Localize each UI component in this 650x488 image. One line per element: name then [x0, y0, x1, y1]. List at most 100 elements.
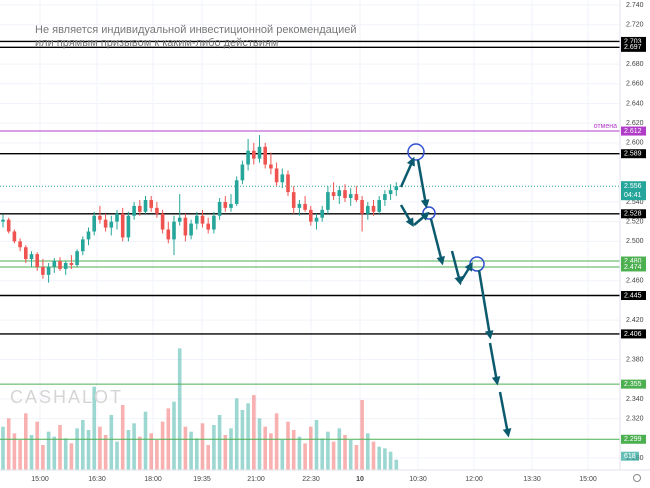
circle — [407, 143, 425, 161]
candle-body — [109, 221, 114, 228]
candle-body — [314, 217, 319, 222]
candle-body — [326, 192, 330, 210]
volume-bar — [377, 446, 381, 470]
volume-bar — [348, 440, 353, 470]
volume-bar — [149, 433, 153, 470]
candle-body — [75, 251, 79, 265]
x-tick-label: 12:00 — [465, 476, 483, 483]
arrow — [429, 218, 445, 266]
candle-body — [18, 241, 22, 248]
volume-bar — [58, 425, 62, 470]
candle-body — [257, 146, 262, 159]
volume-bar — [297, 436, 302, 470]
candle-body — [343, 190, 347, 199]
volume-bar — [75, 428, 79, 470]
volume-bar — [63, 438, 68, 470]
volume-bar — [24, 413, 28, 470]
arrow — [477, 269, 494, 340]
volume-bar — [200, 423, 205, 470]
candle-body — [1, 219, 5, 222]
volume-bar — [252, 395, 256, 470]
candle-body — [297, 203, 302, 208]
level-label: 2.703 — [624, 38, 642, 45]
volume-bar — [286, 421, 290, 470]
level-label-bg — [621, 256, 646, 266]
y-tick-label: 2.740 — [626, 2, 644, 9]
volume-bar — [120, 405, 125, 470]
y-tick-label: 2.660 — [626, 81, 644, 88]
candle-body — [115, 213, 119, 222]
candle-body — [189, 223, 193, 236]
candle-body — [103, 219, 108, 228]
volume-bar — [92, 386, 96, 470]
settings-icon[interactable] — [633, 474, 641, 482]
level-label: 2.612 — [624, 128, 642, 135]
volume-bar — [234, 398, 239, 470]
arrow — [399, 156, 415, 188]
volume-bar — [109, 415, 114, 470]
volume-bar — [160, 421, 165, 470]
volume-bar — [155, 440, 159, 470]
y-tick-label: 2.500 — [626, 238, 644, 245]
volume-bar — [29, 435, 34, 470]
candle-body — [177, 217, 182, 222]
y-tick-label: 2.420 — [626, 317, 644, 324]
volume-bar — [394, 459, 399, 470]
volume-bar — [206, 445, 210, 470]
arrow — [488, 342, 501, 386]
arrow — [413, 211, 430, 226]
volume-bar — [6, 418, 11, 470]
volume-bar — [366, 433, 370, 470]
candle-body — [149, 199, 153, 208]
volume-bar — [217, 415, 222, 470]
circle — [469, 256, 485, 272]
x-tick-label: 18:00 — [144, 476, 162, 483]
last-price-bg — [621, 181, 646, 201]
candle-body — [41, 266, 45, 275]
candle-body — [229, 203, 233, 208]
candle-body — [195, 215, 199, 224]
candle-body — [274, 168, 279, 183]
levels: отмена — [0, 40, 620, 440]
candle-body — [12, 231, 17, 242]
y-tick-label: 2.680 — [626, 61, 644, 68]
candle-body — [348, 194, 353, 199]
candle-body — [337, 190, 342, 197]
candle-body — [160, 213, 165, 230]
level-label: 2.406 — [624, 331, 642, 338]
candle-body — [98, 215, 102, 220]
candle-body — [155, 207, 159, 214]
watermark: CASHALOT — [10, 387, 123, 407]
candle-body — [331, 192, 336, 197]
candle-body — [234, 180, 239, 204]
volume-bar — [303, 443, 307, 470]
candle-body — [24, 247, 28, 260]
volume-bar — [143, 411, 148, 470]
y-tick-label: 2.340 — [626, 396, 644, 403]
level-label: 2.474 — [624, 264, 642, 271]
candle-body — [383, 194, 387, 200]
volume-bar — [343, 435, 347, 470]
candle-body — [280, 174, 285, 183]
level-label-bg — [621, 42, 646, 52]
level-label-bg — [621, 126, 646, 136]
candle-body — [371, 205, 376, 212]
x-tick-label: 15:00 — [31, 476, 49, 483]
volume-bar — [257, 418, 262, 470]
volume-bar — [52, 436, 57, 470]
candle-body — [200, 215, 205, 224]
volume-bar — [309, 426, 313, 470]
volume-label: 618 — [624, 453, 636, 460]
level-label-bg — [621, 262, 646, 272]
volume-bar — [189, 431, 193, 470]
arrow — [459, 262, 473, 282]
candle-body — [240, 164, 245, 181]
volume-bar — [86, 430, 91, 470]
level-label-bg — [621, 434, 646, 444]
volume-bar — [246, 403, 250, 470]
volume-label-bg — [621, 451, 639, 461]
level-label: 2.697 — [624, 44, 642, 51]
disclaimer: Не является индивидуальной инвестиционно… — [35, 24, 357, 36]
y-tick-label: 2.380 — [626, 356, 644, 363]
